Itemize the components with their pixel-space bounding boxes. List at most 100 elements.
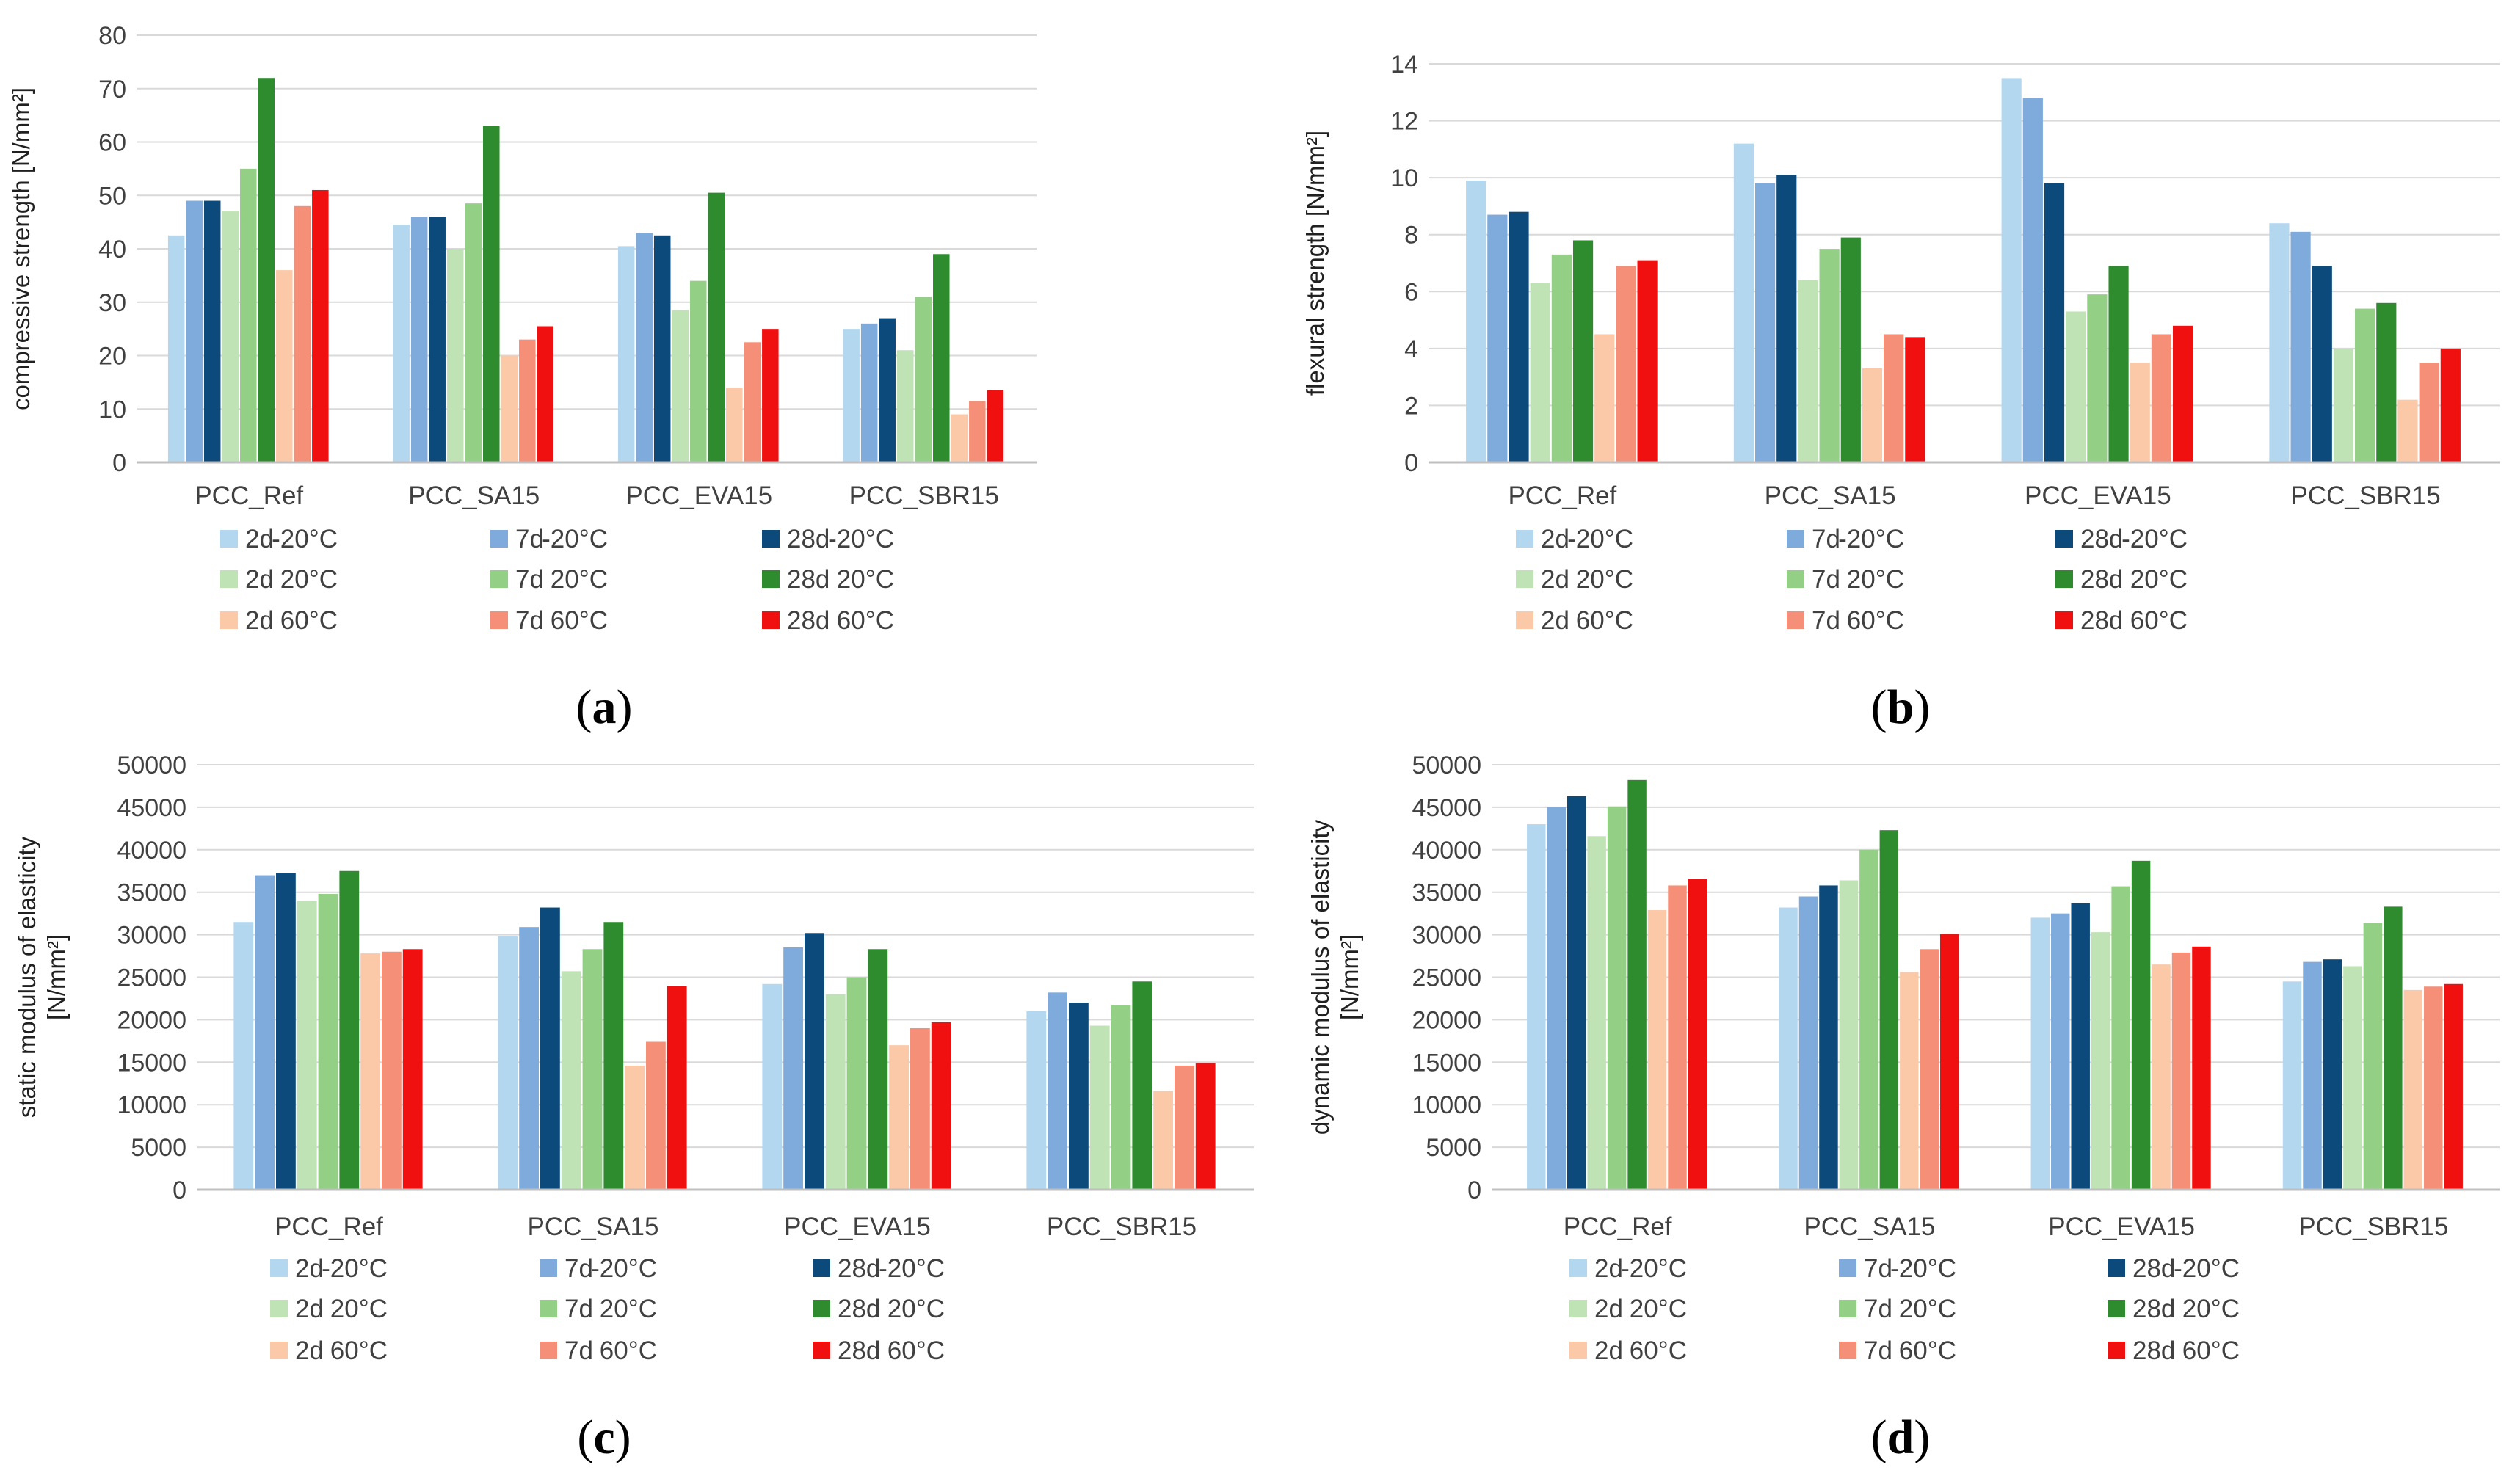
bar-7d-20c-pcc_sbr15 <box>915 297 932 462</box>
y-tick-label: 45000 <box>117 794 186 822</box>
bar-7d--20c-pcc_ref <box>186 200 203 462</box>
bar-7d--20c-pcc_ref <box>1487 214 1508 462</box>
bar-28d--20c-pcc_ref <box>203 200 221 462</box>
legend-swatch <box>1839 1342 1856 1359</box>
y-tick-label: 5000 <box>131 1134 186 1162</box>
bar-7d-20c-pcc_sa15 <box>465 203 482 462</box>
y-tick-label: 10 <box>98 396 126 423</box>
legend-swatch <box>2055 570 2073 588</box>
bar-7d-60c-pcc_ref <box>382 951 402 1190</box>
legend-temperature: 60°C <box>2182 1336 2240 1365</box>
legend-temperature: -20°C <box>1838 525 1904 553</box>
legend-swatch <box>270 1342 288 1359</box>
panel-label-letter: b <box>1887 680 1914 734</box>
bar-2d--20c-pcc_sbr15 <box>2282 981 2302 1190</box>
y-tick-label: 2 <box>1404 392 1418 420</box>
bar-28d-20c-pcc_sa15 <box>483 126 500 463</box>
legend-age: 28d <box>2132 1295 2175 1323</box>
legend-temperature: 60°C <box>1630 1336 1687 1365</box>
legend-swatch <box>813 1300 830 1317</box>
bar-7d-60c-pcc_eva15 <box>2171 952 2191 1190</box>
legend-swatch <box>220 570 238 588</box>
bar-28d-20c-pcc_eva15 <box>868 949 888 1190</box>
bar-2d-20c-pcc_eva15 <box>825 994 846 1190</box>
bar-2d-60c-pcc_ref <box>276 270 293 462</box>
bar-28d--20c-pcc_sbr15 <box>2323 959 2342 1190</box>
bar-28d-20c-pcc_ref <box>339 870 360 1190</box>
y-tick-label: 30000 <box>117 922 186 950</box>
legend-age: 7d <box>515 606 544 635</box>
y-tick-label: 10000 <box>117 1091 186 1119</box>
bar-2d-60c-pcc_eva15 <box>726 388 743 462</box>
bar-7d-60c-pcc_sa15 <box>646 1041 666 1190</box>
legend-age: 7d <box>565 1254 593 1283</box>
y-tick-label: 20 <box>98 343 126 371</box>
bar-2d--20c-pcc_sa15 <box>393 225 410 462</box>
bar-7d-60c-pcc_eva15 <box>744 342 761 462</box>
bar-7d--20c-pcc_sbr15 <box>2290 231 2311 462</box>
legend-swatch <box>813 1259 830 1277</box>
bar-7d--20c-pcc_eva15 <box>636 233 653 462</box>
legend-age: 2d <box>245 606 274 635</box>
bar-2d-20c-pcc_sa15 <box>1798 280 1818 462</box>
bar-7d-20c-pcc_sa15 <box>1859 849 1878 1190</box>
bar-2d-60c-pcc_sbr15 <box>951 414 968 462</box>
bar-7d-60c-pcc_sbr15 <box>969 401 986 462</box>
bar-7d-20c-pcc_sa15 <box>582 949 603 1190</box>
legend-age: 28d <box>2080 606 2123 635</box>
y-tick-label: 80 <box>98 22 126 50</box>
bar-28d-20c-pcc_sa15 <box>1879 830 1899 1190</box>
bar-28d-60c-pcc_sbr15 <box>2444 983 2463 1190</box>
legend-age: 2d <box>245 565 274 594</box>
legend-temperature: 20°C <box>600 1295 657 1323</box>
legend-temperature: 60°C <box>887 1336 945 1365</box>
panel-label-open: ( <box>576 680 592 734</box>
y-tick-label: 40 <box>98 236 126 263</box>
bar-2d-20c-pcc_sa15 <box>1839 880 1859 1190</box>
bar-28d-20c-pcc_sbr15 <box>2376 302 2397 462</box>
legend-temperature: -20°C <box>879 1254 945 1283</box>
bar-7d-20c-pcc_ref <box>1551 254 1572 462</box>
legend-temperature: 20°C <box>1847 565 1904 594</box>
legend-age: 7d <box>1864 1336 1892 1365</box>
bar-2d-20c-pcc_sa15 <box>446 249 464 462</box>
bar-2d-60c-pcc_ref <box>1594 334 1615 462</box>
bar-2d-20c-pcc_eva15 <box>672 310 689 462</box>
bar-28d-60c-pcc_eva15 <box>931 1022 951 1190</box>
legend-age: 28d <box>2080 565 2123 594</box>
legend-swatch <box>1569 1300 1587 1317</box>
legend-temperature: 20°C <box>2130 565 2188 594</box>
x-category-label: PCC_Ref <box>275 1212 383 1241</box>
bar-28d-20c-pcc_sa15 <box>1840 237 1861 462</box>
bar-28d--20c-pcc_sa15 <box>540 907 560 1190</box>
bar-7d-20c-pcc_ref <box>1607 806 1627 1190</box>
legend-temperature: -20°C <box>322 1254 388 1283</box>
bar-7d--20c-pcc_sa15 <box>1798 896 1818 1190</box>
bar-2d--20c-pcc_sa15 <box>498 936 518 1190</box>
legend-age: 2d <box>245 525 274 553</box>
bar-28d--20c-pcc_ref <box>1509 211 1529 462</box>
legend-swatch <box>1787 611 1804 629</box>
legend-temperature: -20°C <box>1890 1254 1956 1283</box>
bar-2d-20c-pcc_ref <box>222 211 239 462</box>
bar-2d--20c-pcc_ref <box>167 235 185 462</box>
panel-label-open: ( <box>577 1411 593 1464</box>
legend-age: 28d <box>787 606 830 635</box>
panel-label: (a) <box>576 680 633 734</box>
legend-age: 28d <box>787 525 830 553</box>
bar-7d-60c-pcc_eva15 <box>910 1027 930 1190</box>
legend-swatch <box>220 611 238 629</box>
legend-swatch <box>1787 530 1804 548</box>
bar-28d-60c-pcc_eva15 <box>2173 325 2193 462</box>
legend-temperature: 20°C <box>2182 1295 2240 1323</box>
bar-28d-60c-pcc_sbr15 <box>987 390 1004 462</box>
y-tick-label: 0 <box>112 449 126 477</box>
y-tick-label: 0 <box>1467 1176 1481 1204</box>
panel-label-close: ) <box>1914 680 1930 734</box>
legend-swatch <box>490 530 508 548</box>
legend-temperature: 20°C <box>330 1295 388 1323</box>
panel-label: (c) <box>577 1411 631 1464</box>
legend-age: 2d <box>1594 1336 1623 1365</box>
legend-age: 2d <box>1541 565 1569 594</box>
y-axis-label: flexural strength [N/mm²] <box>1302 131 1329 396</box>
